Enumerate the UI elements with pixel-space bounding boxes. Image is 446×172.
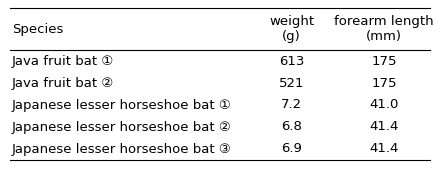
Text: 6.8: 6.8 — [281, 121, 302, 133]
Text: 41.4: 41.4 — [369, 142, 399, 155]
Text: Japanese lesser horseshoe bat ②: Japanese lesser horseshoe bat ② — [12, 121, 231, 133]
Text: Japanese lesser horseshoe bat ③: Japanese lesser horseshoe bat ③ — [12, 142, 231, 155]
Text: Species: Species — [12, 23, 63, 35]
Text: 41.4: 41.4 — [369, 121, 399, 133]
Text: Japanese lesser horseshoe bat ①: Japanese lesser horseshoe bat ① — [12, 99, 231, 111]
Text: weight
(g): weight (g) — [269, 15, 314, 43]
Text: 521: 521 — [279, 77, 304, 89]
Text: forearm length
(mm): forearm length (mm) — [334, 15, 434, 43]
Text: 41.0: 41.0 — [369, 99, 399, 111]
Text: Java fruit bat ②: Java fruit bat ② — [12, 77, 114, 89]
Text: Java fruit bat ①: Java fruit bat ① — [12, 55, 114, 67]
Text: 175: 175 — [372, 77, 397, 89]
Text: 7.2: 7.2 — [281, 99, 302, 111]
Text: 6.9: 6.9 — [281, 142, 302, 155]
Text: 613: 613 — [279, 55, 304, 67]
Text: 175: 175 — [372, 55, 397, 67]
